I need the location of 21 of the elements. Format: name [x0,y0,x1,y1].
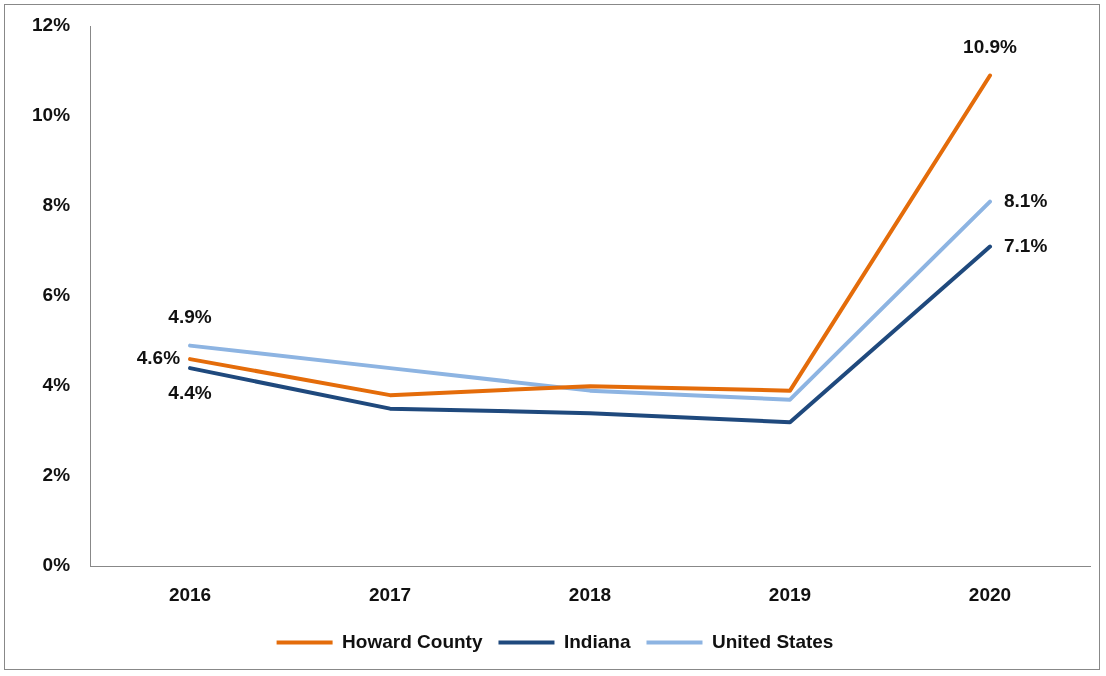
legend-label: Indiana [563,630,631,652]
data-label: 4.4% [168,382,212,404]
data-label: 4.9% [168,305,212,327]
legend-label: Howard County [342,630,483,652]
y-tick-label: 10% [32,104,71,126]
x-tick-label: 2020 [968,583,1012,605]
data-label: 10.9% [963,35,1018,57]
data-label: 4.6% [136,347,181,369]
y-tick-label: 2% [42,464,71,486]
x-tick-label: 2018 [568,583,612,605]
y-tick-label: 8% [42,194,71,216]
y-tick-label: 6% [42,284,71,306]
data-label: 7.1% [1004,234,1048,256]
data-label: 8.1% [1004,189,1048,211]
y-tick-label: 4% [42,374,71,396]
x-tick-label: 2019 [768,583,812,605]
y-tick-label: 0% [42,554,71,576]
x-tick-label: 2016 [168,583,212,605]
x-tick-label: 2017 [368,583,412,605]
legend-label: United States [711,630,834,652]
y-tick-label: 12% [32,14,71,36]
